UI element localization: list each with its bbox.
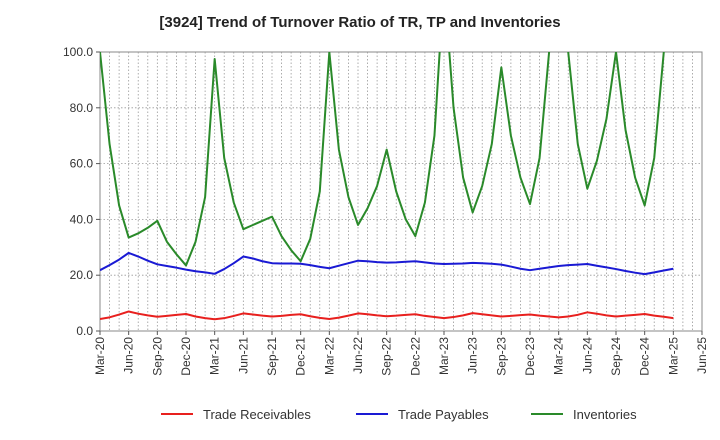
series-line-inventories (100, 52, 665, 267)
x-tick-label: Sep-23 (494, 337, 508, 376)
x-tick-label: Jun-23 (466, 337, 480, 374)
y-tick-label: 20.0 (70, 268, 94, 282)
y-tick-label: 60.0 (70, 157, 94, 171)
x-tick-label: Mar-25 (666, 337, 680, 375)
chart-title: [3924] Trend of Turnover Ratio of TR, TP… (159, 14, 561, 31)
legend: Trade Receivables Trade Payables Inventori… (161, 407, 637, 422)
x-tick-label: Dec-24 (638, 337, 652, 376)
y-tick-label: 0.0 (76, 324, 93, 338)
x-tick-label: Sep-22 (380, 337, 394, 376)
x-tick-label: Mar-22 (322, 337, 336, 375)
x-tick-label: Jun-25 (695, 337, 709, 374)
legend-label: Trade Payables (398, 407, 489, 422)
x-axis: Mar-20 Jun-20 Sep-20 Dec-20 Mar-21 Jun-21 Sep-… (93, 331, 709, 376)
x-tick-label: Mar-23 (437, 337, 451, 375)
x-tick-label: Jun-24 (580, 337, 594, 374)
legend-label: Inventories (573, 407, 637, 422)
legend-label: Trade Receivables (203, 407, 311, 422)
series-line-trade-receivables (100, 310, 674, 321)
x-tick-label: Dec-20 (179, 337, 193, 376)
y-tick-label: 100.0 (63, 45, 93, 59)
x-tick-label: Sep-24 (609, 337, 623, 376)
x-tick-label: Sep-20 (150, 337, 164, 376)
y-tick-label: 40.0 (70, 212, 94, 226)
x-tick-label: Jun-21 (236, 337, 250, 374)
x-tick-label: Sep-21 (265, 337, 279, 376)
x-tick-label: Mar-20 (93, 337, 107, 375)
x-tick-label: Mar-21 (208, 337, 222, 375)
x-tick-label: Dec-22 (408, 337, 422, 376)
x-tick-label: Dec-23 (523, 337, 537, 376)
x-tick-label: Mar-24 (552, 337, 566, 375)
series-line-trade-payables (100, 251, 674, 276)
x-tick-label: Jun-22 (351, 337, 365, 374)
grid-lines (100, 52, 702, 331)
plot-area (99, 51, 703, 332)
y-tick-label: 80.0 (70, 101, 94, 115)
series-lines (100, 52, 674, 321)
y-axis: 0.0 20.0 40.0 60.0 80.0 100.0 (63, 45, 100, 338)
x-tick-label: Jun-20 (122, 337, 136, 374)
x-tick-label: Dec-21 (294, 337, 308, 376)
